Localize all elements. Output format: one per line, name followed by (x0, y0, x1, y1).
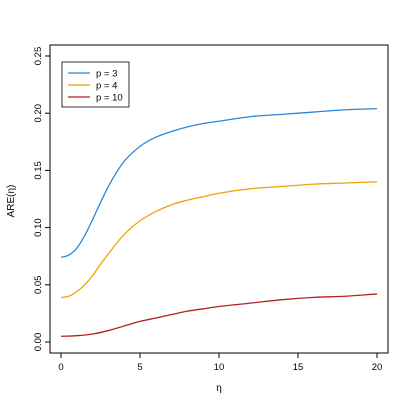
legend-label: p = 4 (96, 80, 117, 91)
x-tick-label: 0 (58, 362, 63, 373)
series-line-2 (60, 181, 378, 299)
series-lines (60, 107, 378, 337)
x-tick-label: 10 (214, 362, 225, 373)
y-tick-label: 0.10 (33, 218, 44, 237)
x-tick-label: 15 (293, 362, 304, 373)
y-tick-label: 0.20 (33, 104, 44, 123)
series-line-1 (60, 107, 378, 258)
y-axis-label: ARE(η) (6, 185, 17, 218)
y-axis: 0.00 0.05 0.10 0.15 0.20 0.25 (33, 47, 50, 352)
y-tick-label: 0.15 (33, 161, 44, 180)
x-axis: 0 5 10 15 20 (58, 353, 382, 373)
x-tick-label: 20 (372, 362, 383, 373)
y-tick-label: 0.00 (33, 333, 44, 352)
x-tick-label: 5 (137, 362, 142, 373)
series-line-3 (60, 293, 378, 337)
y-tick-label: 0.05 (33, 276, 44, 295)
legend: p = 3p = 4p = 10 (61, 61, 130, 108)
x-axis-label: η (216, 383, 222, 394)
legend-label: p = 3 (96, 68, 117, 79)
y-tick-label: 0.25 (33, 47, 44, 66)
legend-label: p = 10 (96, 92, 123, 103)
